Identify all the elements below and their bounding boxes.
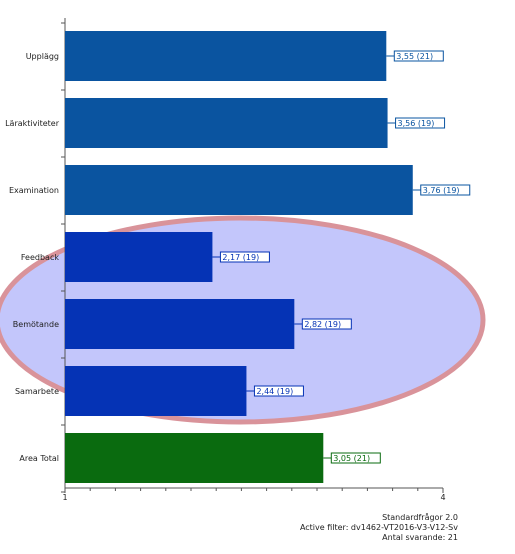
value-label-box	[395, 117, 446, 129]
value-label-box	[253, 385, 304, 397]
labels-layer: Upplägg 3,55 (21) Läraktiviteter 3,56 (19) E…	[5, 50, 471, 464]
bar-1	[65, 98, 388, 148]
value-label-box	[301, 318, 352, 330]
category-label: Läraktiviteter	[5, 119, 60, 128]
bar-6	[65, 433, 324, 483]
value-label-box	[393, 50, 444, 62]
value-label-box	[219, 251, 270, 263]
category-label: Examination	[9, 186, 59, 195]
value-label: 3,55 (21)	[396, 52, 433, 61]
value-label: 2,44 (19)	[256, 387, 293, 396]
bar-5	[65, 366, 247, 416]
category-label: Upplägg	[26, 52, 59, 61]
value-label: 3,56 (19)	[398, 119, 435, 128]
category-label: Bemötande	[13, 320, 59, 329]
value-label-box	[330, 452, 381, 464]
bar-4	[65, 299, 295, 349]
bar-0	[65, 31, 387, 81]
x-tick-label: 1	[62, 493, 67, 502]
value-label: 2,17 (19)	[222, 253, 259, 262]
category-label: Feedback	[21, 253, 59, 262]
value-label: 2,82 (19)	[304, 320, 341, 329]
category-label: Area Total	[19, 454, 59, 463]
bars-layer	[65, 31, 413, 483]
bar-2	[65, 165, 413, 215]
value-label: 3,05 (21)	[333, 454, 370, 463]
footer-respondent-count: Antal svarande: 21	[382, 533, 458, 542]
chart-footer: Standardfrågor 2.0 Active filter: dv1462…	[300, 513, 458, 543]
footer-active-filter: Active filter: dv1462-VT2016-V3-V12-Sv	[299, 523, 458, 532]
bar-3	[65, 232, 213, 282]
footer-survey-name: Standardfrågor 2.0	[382, 513, 458, 522]
x-tick-label: 4	[440, 493, 445, 502]
category-label: Samarbete	[15, 387, 59, 396]
value-label: 3,76 (19)	[423, 186, 460, 195]
value-label-box	[420, 184, 471, 196]
